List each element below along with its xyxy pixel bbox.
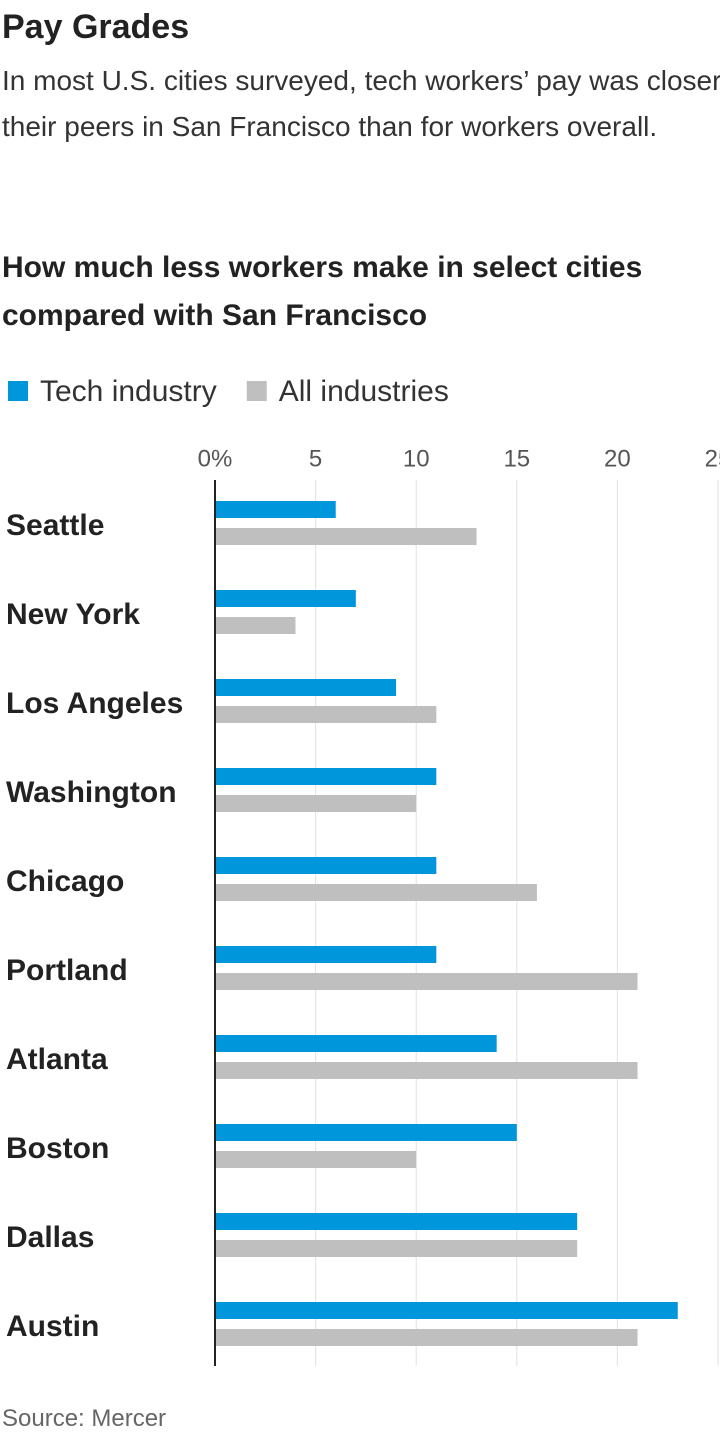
bar (215, 1329, 638, 1346)
bar (215, 857, 437, 874)
legend-swatch (8, 381, 28, 401)
bar (215, 1151, 417, 1168)
bar (215, 528, 477, 545)
legend-swatch (246, 381, 267, 401)
bar (215, 946, 437, 963)
category-label: Dallas (6, 1221, 94, 1254)
subtitle: In most U.S. cities surveyed, tech worke… (2, 65, 720, 142)
x-tick-label: 20 (604, 445, 631, 472)
legend-label: All industries (279, 375, 449, 408)
chart-title: How much less workers make in select cit… (2, 251, 643, 332)
x-tick-label: 10 (403, 445, 430, 472)
source: Source: Mercer (2, 1405, 167, 1432)
category-label: Washington (6, 776, 177, 809)
category-label: New York (6, 598, 140, 631)
legend-label: Tech industry (40, 375, 217, 408)
bar (215, 1035, 497, 1052)
x-tick-label: 25 (705, 445, 720, 472)
x-tick-label: 15 (503, 445, 530, 472)
bar (215, 617, 296, 634)
category-label: Boston (6, 1132, 109, 1165)
x-tick-label: 0% (198, 445, 233, 472)
title: Pay Grades (2, 8, 190, 46)
bar (215, 768, 437, 785)
category-label: Atlanta (6, 1043, 108, 1076)
bar (215, 1302, 678, 1319)
bar (215, 1240, 578, 1257)
bar (215, 1124, 517, 1141)
bar (215, 1213, 578, 1230)
bar (215, 973, 638, 990)
category-label: Seattle (6, 509, 104, 542)
bar (215, 884, 537, 901)
category-label: Austin (6, 1310, 99, 1343)
bar (215, 590, 356, 607)
bar (215, 706, 437, 723)
category-label: Los Angeles (6, 687, 183, 720)
bar (215, 501, 336, 518)
x-tick-label: 5 (309, 445, 322, 472)
category-label: Chicago (6, 865, 124, 898)
bar (215, 679, 397, 696)
bar (215, 1062, 638, 1079)
bar (215, 795, 417, 812)
category-label: Portland (6, 954, 128, 987)
